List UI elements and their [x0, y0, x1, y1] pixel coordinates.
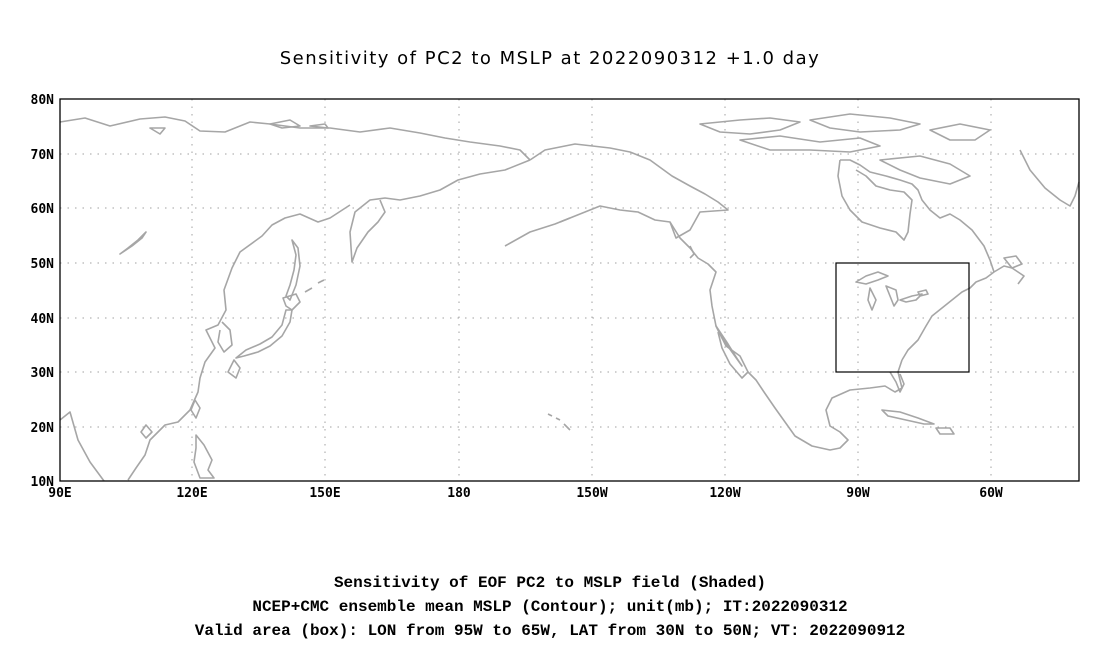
lat-label: 10N [31, 475, 55, 490]
lat-label: 70N [31, 148, 55, 163]
coastline-asia-north [59, 116, 531, 161]
lon-label: 60W [979, 486, 1003, 501]
coastline-arctic-archipelago [699, 113, 991, 185]
caption-line-1: Sensitivity of EOF PC2 to MSLP field (Sh… [333, 574, 767, 592]
lat-label: 80N [31, 93, 55, 108]
coastlines [59, 113, 1080, 482]
coastline-baja [715, 325, 743, 367]
coastline-queen-charlotte [689, 245, 695, 259]
coastline-kyushu [227, 359, 241, 379]
lon-label: 180 [447, 486, 471, 501]
coastline-korea [217, 321, 233, 353]
coastline-kuril [304, 279, 325, 293]
coastline-hainan [140, 424, 153, 439]
map-frame [59, 98, 1080, 482]
caption-line-3: Valid area (box): LON from 95W to 65W, L… [194, 622, 906, 640]
coastline-newfoundland [1003, 255, 1023, 269]
longitude-labels: 90E 120E 150E 180 150W 120W 90W 60W [48, 486, 1003, 501]
latitude-labels: 80N 70N 60N 50N 40N 30N 20N 10N [31, 93, 55, 490]
coastline-kamchatka [349, 159, 531, 263]
coastline-okhotsk [127, 204, 351, 481]
lat-label: 30N [31, 366, 55, 381]
lon-label: 120E [176, 486, 207, 501]
coastline-arctic-islands [149, 119, 329, 135]
coastline-hudson-bay [837, 159, 913, 241]
coastline-sakhalin [285, 239, 301, 301]
lon-label: 120W [709, 486, 740, 501]
caption-line-2: NCEP+CMC ensemble mean MSLP (Contour); u… [252, 598, 848, 616]
coastline-great-lakes [855, 271, 929, 311]
coastline-canada-east [840, 159, 995, 273]
coastline-taiwan [190, 399, 201, 419]
coastline-cuba [881, 409, 935, 425]
coastline-baikal [119, 231, 147, 255]
coastline-hispaniola [935, 427, 955, 435]
coastline-west-coast [669, 221, 749, 379]
coastline-us-east [901, 265, 1025, 361]
lon-label: 90W [846, 486, 870, 501]
coastline-honshu [235, 309, 293, 359]
coastline-mexico [747, 359, 903, 451]
lon-label: 90E [48, 486, 71, 501]
coastline-se-asia [59, 411, 105, 482]
coastline-hawaii [547, 413, 571, 431]
lat-label: 50N [31, 257, 55, 272]
coastline-florida [889, 371, 905, 393]
lat-label: 20N [31, 421, 55, 436]
lat-label: 60N [31, 202, 55, 217]
valid-area-box [835, 262, 970, 373]
map-title: Sensitivity of PC2 to MSLP at 2022090312… [279, 48, 821, 69]
coastline-philippines [193, 434, 215, 479]
coastline-alaska [529, 143, 729, 239]
lon-label: 150E [309, 486, 340, 501]
coastline-japan [282, 293, 301, 311]
coastline-greenland [1019, 149, 1080, 207]
lat-label: 40N [31, 312, 55, 327]
lon-label: 150W [576, 486, 607, 501]
